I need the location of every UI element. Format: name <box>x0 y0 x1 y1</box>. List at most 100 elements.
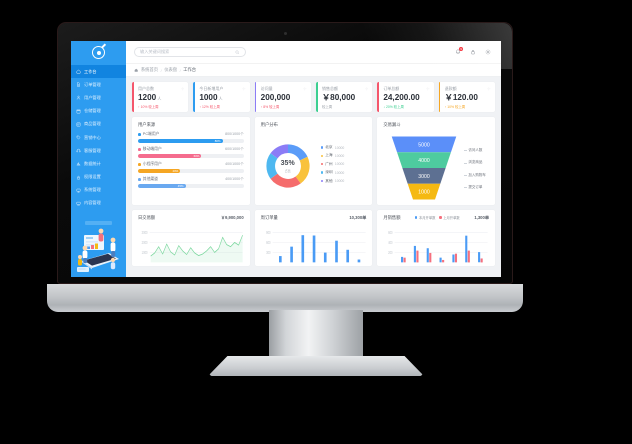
funnel-graphic: 5000 4000 3000 1000 <box>387 135 461 201</box>
donut-slice-2[interactable] <box>270 173 301 188</box>
legend-dot <box>320 171 324 174</box>
breadcrumb-item-1[interactable]: 仪表盘 <box>164 67 178 72</box>
gear-icon[interactable] <box>180 87 185 91</box>
bar-1[interactable] <box>289 246 293 263</box>
donut-legend-item-3[interactable]: 深圳 10000 <box>320 170 367 175</box>
stat-label: 用户总数 <box>138 86 154 91</box>
funnel-segment-0[interactable] <box>391 136 456 153</box>
sidebar-item-1[interactable]: 订单管理 <box>71 78 126 91</box>
sidebar-item-9[interactable]: 系统管理 <box>71 184 126 197</box>
sidebar-item-6[interactable]: 客服管理 <box>71 144 126 157</box>
donut-slice-3[interactable] <box>266 153 278 179</box>
sidebar-item-8[interactable]: 权限设置 <box>71 171 126 184</box>
bar-s1-2[interactable] <box>429 252 432 263</box>
stat-accent-bar <box>132 82 134 112</box>
bar-s0-0[interactable] <box>401 256 404 263</box>
bar-s1-1[interactable] <box>416 250 419 263</box>
stat-accent-bar <box>377 82 380 112</box>
bar-s1-4[interactable] <box>455 253 458 263</box>
gear-icon[interactable] <box>303 87 307 91</box>
stat-card-3[interactable]: 销售总额 ￥80,000 较上周 <box>315 82 373 112</box>
panel-header-value: 10,300单 <box>349 215 367 220</box>
progress-header: PC端用户 800/1000个 <box>138 132 244 137</box>
search-input[interactable]: 输入关键词搜索 <box>134 47 246 57</box>
panel-header: 月销售额 本月开单数 上月开单数 1,300单 <box>383 215 489 225</box>
donut-chart: 35% 占比 北京 10000 上海 10000 广州 10000 深圳 10000 其他 100… <box>261 132 367 200</box>
sidebar-item-0[interactable]: 工作台 <box>71 65 126 79</box>
bar-s1-3[interactable] <box>442 259 445 263</box>
bar-6[interactable] <box>346 249 349 263</box>
y-tick-label: 1000 <box>142 251 148 256</box>
sidebar-item-7[interactable]: 数据统计 <box>71 157 126 170</box>
breadcrumb-item-0[interactable]: 系统首页 <box>140 67 159 72</box>
sidebar-item-5[interactable]: 营销中心 <box>71 131 126 144</box>
bar-s1-6[interactable] <box>480 258 484 263</box>
bar-4[interactable] <box>323 252 327 263</box>
gear-icon[interactable] <box>487 87 491 91</box>
funnel-stage-label: 加入购物车 <box>468 172 486 177</box>
funnel-stage-label: 浏览商品 <box>468 160 483 165</box>
donut-legend-item-4[interactable]: 其他 10000 <box>320 179 367 184</box>
sidebar-item-4[interactable]: 商品管理 <box>71 118 126 131</box>
donut-legend-item-2[interactable]: 广州 10000 <box>320 161 367 167</box>
sidebar-item-10[interactable]: 内容管理 <box>71 197 126 210</box>
app-logo[interactable] <box>71 41 126 64</box>
stat-header: 销售总额 <box>322 86 369 92</box>
legend-dot <box>320 179 324 183</box>
stat-subtext: ↑ 10% 较上周 <box>444 104 466 109</box>
bar-s1-5[interactable] <box>468 250 471 263</box>
sidebar-item-label: 订单管理 <box>84 81 101 87</box>
legend-dot <box>138 178 141 181</box>
funnel-value-1: 4000 <box>418 158 430 164</box>
sidebar-item-label: 数据统计 <box>84 160 101 166</box>
stat-card-5[interactable]: 退款额 ￥120.00 ↑ 10% 较上周 <box>438 82 495 112</box>
donut-graphic: 35% 占比 <box>261 139 315 193</box>
sidebar-item-2[interactable]: 用户管理 <box>71 91 126 104</box>
sidebar-item-3[interactable]: 仓储管理 <box>71 105 126 118</box>
stat-label: 今日新增用户 <box>199 86 224 91</box>
gear-icon[interactable] <box>426 87 430 91</box>
donut-slice-1[interactable] <box>295 156 310 184</box>
gear-icon[interactable] <box>242 87 246 91</box>
donut-legend-item-1[interactable]: 上海 10000 <box>320 153 367 158</box>
stat-card-1[interactable]: 今日新增用户 1000 人 ↑ 12% 较上周 <box>193 82 250 112</box>
gear-icon[interactable] <box>364 87 369 91</box>
lock-icon <box>76 175 81 180</box>
funnel-segment-1[interactable] <box>396 152 451 168</box>
legend-item-0[interactable]: 本月开单数 <box>415 215 435 220</box>
panel-title: 日交易额 <box>138 215 156 220</box>
bar-s1-0[interactable] <box>403 257 407 263</box>
bar-s0-2[interactable] <box>427 248 430 263</box>
bar-0[interactable] <box>278 256 282 263</box>
funnel-segment-3[interactable] <box>407 183 440 200</box>
funnel-segment-2[interactable] <box>401 168 446 184</box>
lock-icon[interactable] <box>470 49 476 55</box>
file-icon <box>76 82 81 87</box>
stat-card-2[interactable]: 访问量 200,000 ↑ 8% 较上周 <box>254 82 311 112</box>
bar-s0-1[interactable] <box>414 245 417 263</box>
progress-track: 45% <box>138 183 244 188</box>
panel-header-value: 1,300单 <box>474 215 490 220</box>
bar-s0-5[interactable] <box>465 235 468 263</box>
y-tick-label: 3000 <box>142 231 148 236</box>
legend-item-1[interactable]: 上月开单数 <box>439 215 460 220</box>
stat-card-0[interactable]: 用户总数 1200 人 ↑ 10% 较上周 <box>132 82 189 112</box>
bar-5[interactable] <box>334 240 338 263</box>
bar-s0-4[interactable] <box>452 254 455 263</box>
stat-card-4[interactable]: 订单总额 24,200.00 ↓ 20% 较上周 <box>377 82 434 112</box>
stat-label: 退款额 <box>444 86 457 91</box>
bar-3[interactable] <box>312 235 316 263</box>
stat-value: 1200 人 <box>138 92 162 102</box>
bell-icon[interactable]: 9 <box>455 46 464 55</box>
donut-legend-item-0[interactable]: 北京 10000 <box>320 145 367 150</box>
donut-slice-4[interactable] <box>270 144 288 159</box>
donut-slice-0[interactable] <box>287 144 308 161</box>
mid-chart-row: 用户来源 PC端用户 800/1000个 80% 移动端用户 600/1000个 60% 小… <box>132 117 496 205</box>
bar-2[interactable] <box>301 235 304 263</box>
bar-s0-6[interactable] <box>478 252 481 263</box>
bar-7[interactable] <box>357 259 360 263</box>
gear-icon[interactable] <box>485 49 491 55</box>
bar-s0-3[interactable] <box>439 257 442 263</box>
progress-item-2: 小程序用户 400/1000个 40% <box>138 162 244 173</box>
legend-label: 广州 <box>325 161 333 166</box>
